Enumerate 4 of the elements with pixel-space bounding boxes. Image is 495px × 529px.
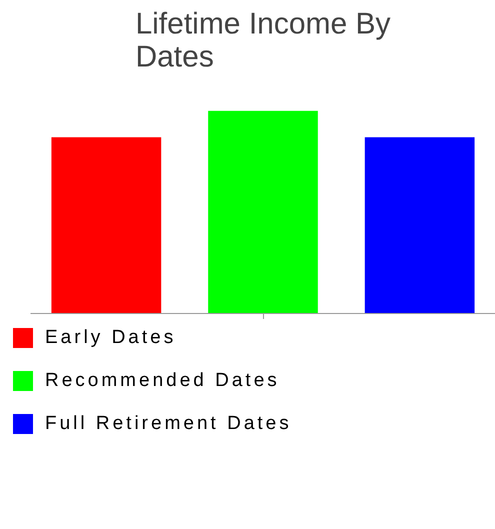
legend-label: Full Retirement Dates [45,412,292,436]
chart-title: Lifetime Income By Dates [135,8,391,74]
legend-label: Recommended Dates [45,369,280,394]
legend-label: Early Dates [45,326,176,350]
